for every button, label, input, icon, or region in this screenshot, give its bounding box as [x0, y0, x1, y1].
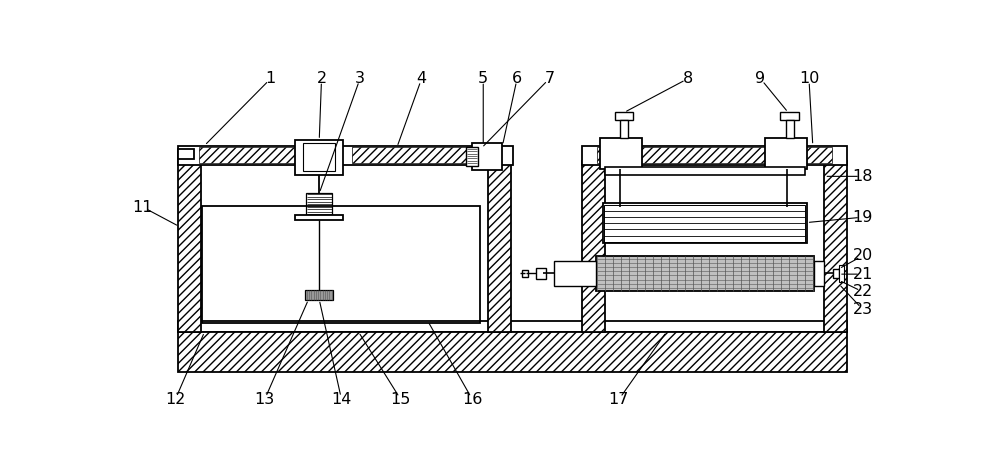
Bar	[178, 332, 847, 372]
Text: 14: 14	[331, 392, 352, 407]
Bar	[605, 167, 805, 175]
Text: 21: 21	[853, 266, 873, 282]
Bar	[765, 138, 807, 169]
Bar	[178, 161, 201, 332]
Bar	[466, 147, 478, 166]
Bar	[554, 261, 596, 285]
Bar	[178, 145, 512, 165]
Bar	[305, 290, 333, 300]
Text: 1: 1	[266, 71, 276, 86]
Bar	[536, 268, 546, 279]
Text: 23: 23	[853, 302, 873, 317]
Bar	[306, 193, 332, 215]
Bar	[814, 261, 824, 285]
Bar	[833, 269, 839, 278]
Text: 15: 15	[391, 392, 411, 407]
Text: 17: 17	[609, 392, 629, 407]
Bar	[597, 257, 813, 290]
Bar	[199, 147, 311, 163]
Bar	[582, 145, 847, 165]
Text: 12: 12	[165, 392, 185, 407]
Bar	[839, 265, 844, 282]
Text: 16: 16	[462, 392, 483, 407]
Text: 19: 19	[853, 209, 873, 225]
Text: 11: 11	[133, 200, 153, 215]
Bar	[620, 120, 628, 138]
Bar	[295, 215, 343, 220]
Text: 13: 13	[254, 392, 275, 407]
Bar	[303, 143, 335, 171]
Text: 10: 10	[799, 71, 819, 86]
Bar	[202, 206, 480, 323]
Bar	[522, 269, 528, 277]
Text: 2: 2	[316, 71, 327, 86]
Bar	[178, 149, 194, 160]
Bar	[786, 120, 794, 138]
Bar	[600, 138, 642, 169]
Bar	[604, 205, 805, 242]
Text: 18: 18	[853, 169, 873, 184]
Text: 9: 9	[755, 71, 766, 86]
Text: 4: 4	[417, 71, 427, 86]
Bar	[178, 321, 847, 332]
Text: 22: 22	[853, 285, 873, 299]
Text: 3: 3	[355, 71, 365, 86]
Text: 8: 8	[683, 71, 693, 86]
Bar	[472, 143, 502, 170]
Bar	[780, 113, 799, 120]
Bar	[596, 256, 814, 291]
Bar	[582, 161, 605, 332]
Bar	[352, 147, 487, 163]
Bar	[488, 161, 511, 332]
Text: 5: 5	[478, 71, 488, 86]
Bar	[615, 113, 633, 120]
Text: 20: 20	[853, 248, 873, 263]
Bar	[295, 140, 343, 175]
Bar	[597, 147, 832, 163]
Text: 6: 6	[512, 71, 522, 86]
Bar	[603, 203, 807, 243]
Text: 7: 7	[544, 71, 555, 86]
Bar	[824, 161, 847, 332]
